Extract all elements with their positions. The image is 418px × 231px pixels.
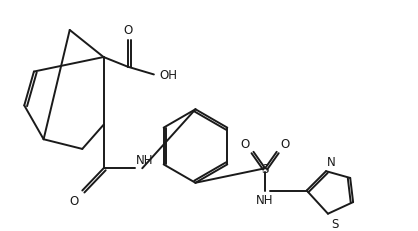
Text: O: O [280,137,290,150]
Text: OH: OH [160,69,178,82]
Text: S: S [331,217,338,230]
Text: NH: NH [135,154,153,167]
Text: O: O [123,24,133,36]
Text: O: O [240,137,250,150]
Text: NH: NH [256,194,274,207]
Text: S: S [261,162,269,175]
Text: N: N [327,156,336,169]
Text: O: O [69,195,79,207]
